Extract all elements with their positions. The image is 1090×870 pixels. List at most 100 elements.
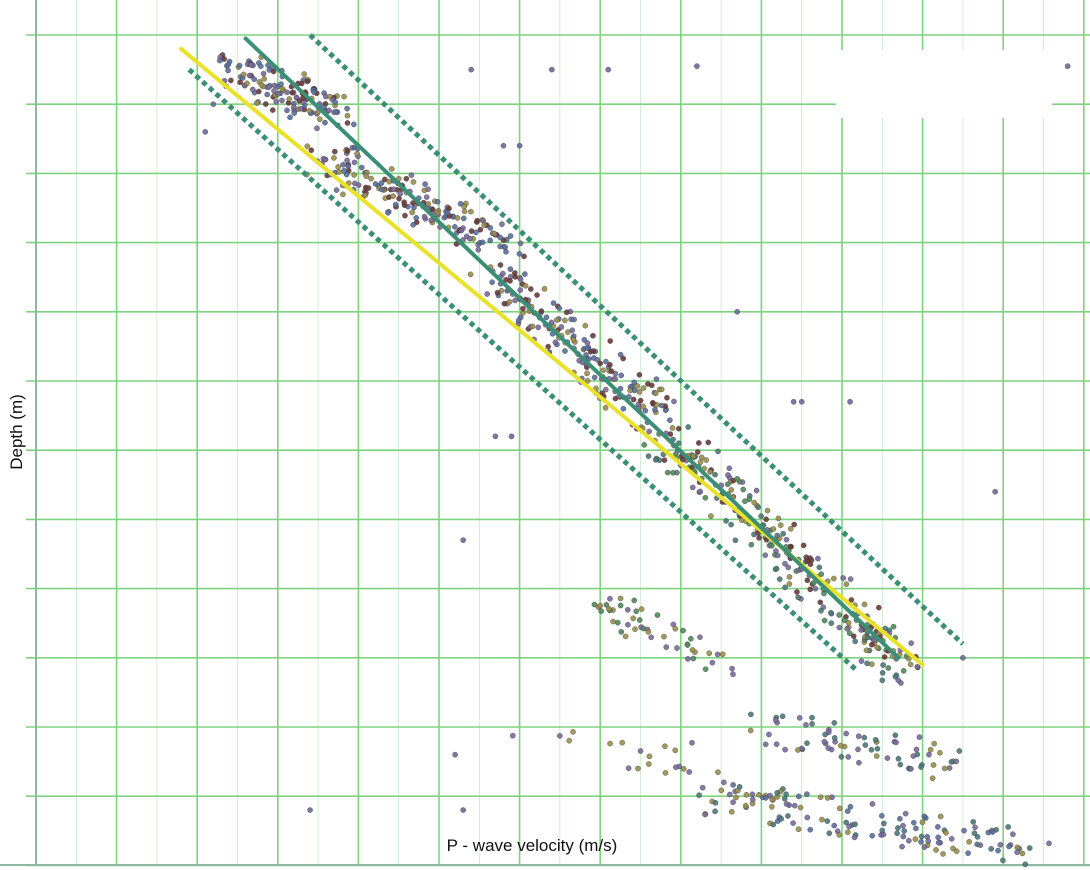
data-point: [838, 754, 845, 760]
data-point: [742, 498, 748, 504]
data-point: [298, 80, 305, 87]
data-point: [409, 209, 415, 216]
data-point: [948, 836, 955, 842]
data-point: [1010, 831, 1016, 838]
data-point: [852, 821, 858, 828]
data-point: [686, 769, 693, 775]
data-point: [255, 88, 262, 95]
data-point: [712, 471, 718, 478]
data-point: [697, 488, 703, 495]
data-point: [902, 810, 909, 817]
data-point: [825, 745, 832, 751]
data-point: [926, 751, 932, 758]
data-point: [816, 564, 823, 571]
data-point: [266, 84, 272, 90]
data-point: [344, 148, 351, 154]
data-point: [521, 253, 527, 260]
data-point: [570, 336, 577, 343]
data-point: [552, 339, 559, 346]
data-point: [680, 766, 687, 772]
data-point: [363, 173, 369, 180]
data-point: [756, 791, 762, 798]
data-point: [824, 818, 831, 824]
data-point: [719, 651, 726, 658]
data-point: [961, 827, 967, 834]
data-point: [782, 560, 788, 567]
data-point: [893, 739, 899, 746]
data-point: [582, 322, 589, 329]
data-point: [649, 399, 656, 406]
data-point: [225, 61, 232, 68]
data-point: [856, 759, 862, 766]
data-point: [874, 745, 881, 752]
data-point: [948, 759, 955, 765]
data-point: [408, 172, 415, 178]
data-point: [836, 624, 843, 631]
data-point: [812, 585, 819, 592]
data-point: [1014, 849, 1020, 856]
data-point: [602, 405, 609, 411]
data-point: [796, 715, 803, 721]
data-point: [694, 449, 701, 455]
data-point: [858, 627, 864, 633]
data-point: [341, 167, 347, 174]
data-point: [617, 602, 624, 609]
data-point: [798, 398, 805, 405]
data-point: [740, 486, 747, 493]
data-point: [689, 647, 696, 653]
data-point: [619, 739, 626, 746]
data-point: [804, 577, 811, 584]
data-point: [684, 642, 691, 648]
data-point: [500, 270, 506, 277]
data-point: [661, 457, 668, 463]
data-point: [858, 658, 865, 664]
data-points: [202, 52, 1071, 868]
data-point: [804, 791, 810, 797]
data-point: [688, 635, 694, 642]
data-point: [279, 86, 286, 92]
data-point: [645, 453, 652, 459]
data-point: [672, 625, 679, 632]
data-point: [428, 217, 434, 224]
data-point: [236, 62, 243, 69]
data-point: [707, 469, 714, 475]
data-point: [845, 754, 852, 760]
data-point: [879, 670, 886, 676]
data-point: [608, 368, 615, 374]
data-point: [341, 93, 347, 100]
data-point: [946, 765, 953, 771]
data-point: [774, 532, 781, 539]
data-point: [876, 604, 882, 611]
data-point: [940, 851, 946, 857]
data-point: [868, 641, 875, 648]
data-point: [730, 799, 736, 805]
data-point: [322, 156, 329, 163]
data-point: [494, 289, 501, 296]
data-point: [892, 732, 899, 739]
trend-line-solid: [243, 36, 901, 660]
data-point: [755, 504, 761, 511]
data-point: [1000, 857, 1006, 864]
data-point: [819, 816, 825, 823]
data-point: [202, 129, 209, 135]
data-point: [607, 361, 613, 368]
data-point: [927, 746, 934, 753]
data-point: [747, 727, 754, 734]
data-point: [618, 629, 625, 635]
data-point: [477, 226, 484, 233]
data-point: [1019, 850, 1026, 857]
data-point: [304, 78, 311, 85]
data-point: [396, 195, 402, 202]
data-point: [698, 454, 705, 461]
data-point: [728, 808, 735, 815]
data-point: [460, 807, 466, 813]
data-point: [216, 57, 223, 64]
data-point: [715, 448, 721, 455]
data-point: [756, 535, 762, 541]
data-point: [910, 753, 917, 759]
data-point: [646, 428, 652, 435]
data-point: [1005, 824, 1011, 830]
data-point: [890, 623, 897, 630]
data-point: [852, 638, 859, 645]
data-point: [497, 234, 504, 241]
